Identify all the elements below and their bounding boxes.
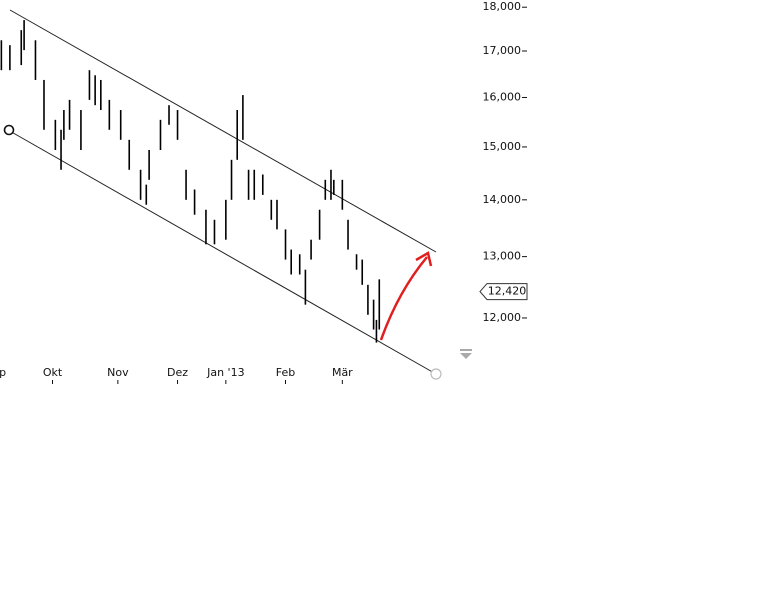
channel-handle — [3, 124, 15, 136]
y-tick-label: 18,000 — [483, 0, 522, 13]
menu-icon-bar — [460, 349, 472, 351]
channel-handle — [430, 368, 442, 380]
y-tick-label: 15,000 — [483, 140, 522, 153]
last-price-label: 12,420 — [488, 285, 527, 298]
channel-lower-line — [7, 129, 437, 375]
x-tick-label: Feb — [276, 366, 295, 379]
x-tick-label: Jan '13 — [206, 366, 244, 379]
y-tick-label: 17,000 — [483, 44, 522, 57]
annotation-arrow — [379, 256, 428, 341]
menu-icon-arrow — [460, 353, 472, 359]
x-tick-label: Dez — [167, 366, 188, 379]
x-tick-label: Okt — [43, 366, 63, 379]
y-tick-label: 12,000 — [483, 311, 522, 324]
menu-icon[interactable] — [460, 349, 472, 359]
x-tick-label: Nov — [107, 366, 129, 379]
last-price-tag — [479, 283, 528, 301]
annotation-arrowhead — [415, 251, 433, 267]
x-tick-label: Sep — [0, 366, 6, 379]
y-tick-label: 16,000 — [483, 90, 522, 103]
channel-upper-line — [9, 9, 437, 253]
x-tick-label: Mär — [332, 366, 353, 379]
y-tick-label: 14,000 — [483, 193, 522, 206]
y-tick-label: 13,000 — [483, 250, 522, 263]
